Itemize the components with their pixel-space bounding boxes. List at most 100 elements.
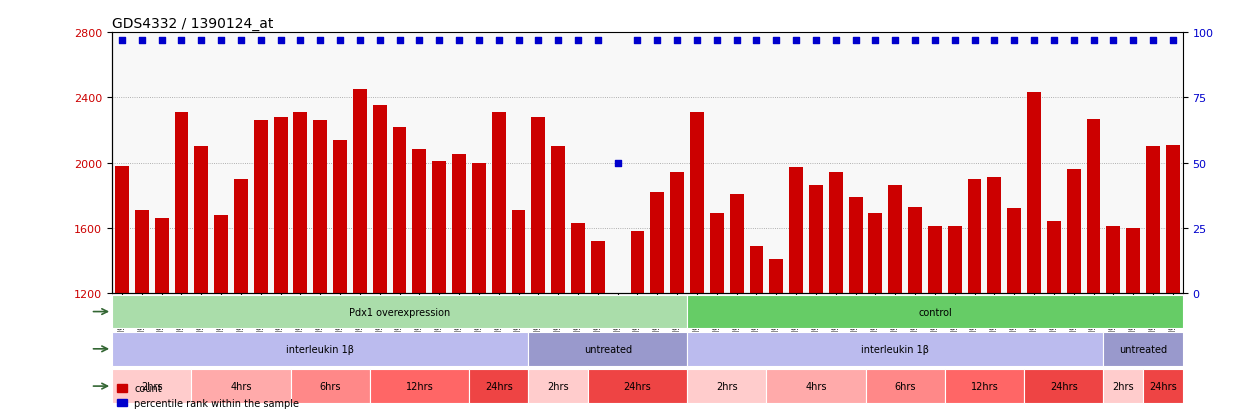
Point [250,38,270,44]
Point [528,38,548,44]
Bar [849,197,863,293]
Point [1043,38,1063,44]
Point [747,38,767,44]
Bar [611,293,625,306]
FancyBboxPatch shape [290,369,370,403]
Point [965,38,985,44]
Point [707,38,727,44]
FancyBboxPatch shape [588,369,687,403]
FancyBboxPatch shape [112,332,528,366]
Point [112,38,132,44]
Bar [789,168,803,293]
Point [627,38,647,44]
Bar [472,163,486,293]
Bar [452,155,466,293]
FancyBboxPatch shape [112,295,687,329]
Point [1025,38,1045,44]
Text: 12hrs: 12hrs [406,381,433,391]
Bar [354,90,367,293]
Point [588,38,608,44]
FancyBboxPatch shape [112,369,192,403]
Bar [947,227,961,293]
FancyBboxPatch shape [1025,369,1103,403]
Bar [1067,170,1081,293]
Bar [1087,119,1101,293]
Bar [234,179,248,293]
Point [548,38,568,44]
Bar [194,147,208,293]
Point [687,38,707,44]
FancyBboxPatch shape [687,332,1103,366]
Point [845,38,865,44]
Point [489,38,509,44]
Point [330,38,350,44]
Bar [174,113,188,293]
Bar [889,186,903,293]
Bar [967,179,981,293]
Text: GDS4332 / 1390124_at: GDS4332 / 1390124_at [112,17,274,31]
Bar [1107,227,1120,293]
Text: 4hrs: 4hrs [806,381,827,391]
Bar [829,173,843,293]
Bar [274,118,288,293]
Text: 2hrs: 2hrs [141,381,163,391]
Point [647,38,667,44]
FancyBboxPatch shape [528,369,588,403]
Point [985,38,1005,44]
Point [1005,38,1025,44]
Bar [432,161,446,293]
Bar [1027,93,1041,293]
Point [786,38,806,44]
Bar [154,218,168,293]
FancyBboxPatch shape [370,369,469,403]
Text: 4hrs: 4hrs [230,381,251,391]
Bar [334,140,347,293]
Bar [552,147,565,293]
Point [152,38,172,44]
Bar [412,150,426,293]
Point [727,38,747,44]
Bar [769,259,783,293]
Bar [987,178,1001,293]
Bar [392,127,407,293]
Bar [134,210,148,293]
Point [1063,38,1083,44]
Bar [314,121,327,293]
Bar [630,231,645,293]
Point [232,38,251,44]
Point [449,38,469,44]
Bar [690,113,703,293]
Point [350,38,370,44]
Bar [1147,147,1160,293]
Text: 6hrs: 6hrs [894,381,916,391]
Text: 6hrs: 6hrs [320,381,341,391]
FancyBboxPatch shape [528,332,687,366]
Text: 2hrs: 2hrs [716,381,737,391]
Bar [710,214,723,293]
Bar [908,207,923,293]
Point [767,38,787,44]
Point [370,38,390,44]
Bar [749,246,763,293]
Bar [730,194,743,293]
Point [667,38,687,44]
Bar [809,186,823,293]
Point [1143,38,1163,44]
Point [905,38,925,44]
Text: 24hrs: 24hrs [1149,381,1177,391]
Point [885,38,905,44]
Bar [571,223,585,293]
FancyBboxPatch shape [945,369,1025,403]
Text: 24hrs: 24hrs [1050,381,1078,391]
Point [270,38,290,44]
Bar [670,173,684,293]
Point [1103,38,1123,44]
Bar [1047,222,1061,293]
FancyBboxPatch shape [1103,369,1143,403]
Point [1083,38,1103,44]
Bar [1007,209,1021,293]
Bar [532,118,545,293]
FancyBboxPatch shape [192,369,290,403]
Point [192,38,212,44]
Text: 24hrs: 24hrs [484,381,513,391]
